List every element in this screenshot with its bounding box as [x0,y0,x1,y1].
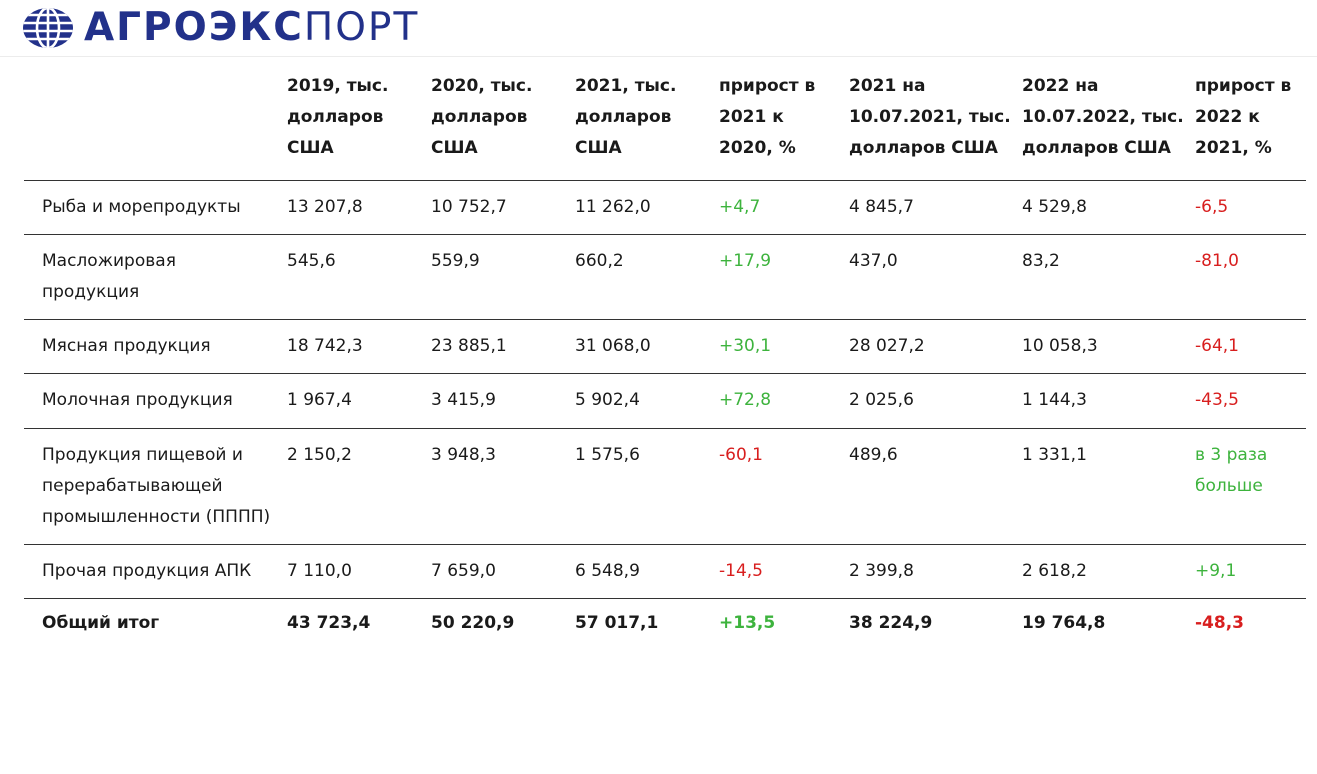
table-row: Прочая продукция АПК 7 110,0 7 659,0 6 548,… [24,545,1306,599]
table-cell: 23 885,1 [431,336,507,357]
table-cell: 559,9 [431,250,480,271]
growth-2022-cell: -48,3 [1195,613,1244,634]
table-row: Масложировая продукция 545,6 559,9 660,2 +17… [24,234,1306,320]
growth-2021-cell: +4,7 [719,196,761,217]
table-cell: 489,6 [849,444,898,465]
table-cell: 10 058,3 [1022,336,1098,357]
table-row: Рыба и морепродукты 13 207,8 10 752,7 11 26… [24,180,1306,235]
header-cell: 2019, тыс. долларов США [287,76,389,159]
table-cell: 83,2 [1022,250,1060,271]
table-cell: 13 207,8 [287,196,363,217]
brand-wordmark-bold: АГРОЭКС [84,5,304,50]
growth-2022-cell: +9,1 [1195,561,1237,582]
table-cell: 10 752,7 [431,196,507,217]
table-cell: 545,6 [287,250,336,271]
table-header-row: 2019, тыс. долларов США 2020, тыс. доллар… [24,56,1306,181]
table-total-row: Общий итог 43 723,4 50 220,9 57 017,1 +13,5 3… [24,599,1306,651]
table-row: Молочная продукция 1 967,4 3 415,9 5 902,4 +… [24,374,1306,429]
table-cell: 18 742,3 [287,336,363,357]
table-cell: 31 068,0 [575,336,651,357]
category-cell: Прочая продукция АПК [42,561,252,582]
table-cell: 19 764,8 [1022,613,1106,634]
table-cell: 1 331,1 [1022,444,1087,465]
table-cell: 1 967,4 [287,390,352,411]
category-cell: Мясная продукция [42,336,211,357]
table-cell: 7 659,0 [431,561,496,582]
table-body: Рыба и морепродукты 13 207,8 10 752,7 11 26… [24,180,1306,651]
table-cell: 50 220,9 [431,613,515,634]
table-cell: 4 845,7 [849,196,914,217]
category-cell: Продукция пищевой и перерабатывающей про… [42,444,271,528]
table-cell: 7 110,0 [287,561,352,582]
category-cell: Общий итог [42,613,160,634]
header-cell: 2020, тыс. долларов США [431,76,533,159]
table-cell: 3 415,9 [431,390,496,411]
table-cell: 2 618,2 [1022,561,1087,582]
table-cell: 2 150,2 [287,444,352,465]
growth-2022-cell: в 3 раза больше [1195,444,1268,496]
category-cell: Масложировая продукция [42,250,176,303]
table-cell: 38 224,9 [849,613,933,634]
growth-2021-cell: +72,8 [719,390,772,411]
table-cell: 2 399,8 [849,561,914,582]
table-cell: 3 948,3 [431,444,496,465]
category-cell: Молочная продукция [42,390,233,411]
table-cell: 43 723,4 [287,613,371,634]
growth-2021-cell: +17,9 [719,250,772,271]
table-cell: 6 548,9 [575,561,640,582]
growth-2022-cell: -81,0 [1195,250,1239,271]
growth-2022-cell: -64,1 [1195,336,1239,357]
brand-logo[interactable]: АГРОЭКСПОРТ [22,6,419,50]
header-cell-category [24,56,287,180]
brand-wordmark-light: ПОРТ [303,5,420,50]
header-cell: 2021 на 10.07.2021, тыс. долларов США [849,76,1011,159]
table-row: Мясная продукция 18 742,3 23 885,1 31 068,0… [24,320,1306,374]
table-cell: 11 262,0 [575,196,651,217]
table-cell: 57 017,1 [575,613,659,634]
growth-2022-cell: -6,5 [1195,196,1229,217]
table-cell: 1 144,3 [1022,390,1087,411]
table-cell: 1 575,6 [575,444,640,465]
table-cell: 5 902,4 [575,390,640,411]
export-table: 2019, тыс. долларов США 2020, тыс. доллар… [24,56,1306,651]
brand-wordmark: АГРОЭКСПОРТ [84,6,419,50]
header-cell: прирост в 2021 к 2020, % [719,76,816,159]
header-cell: 2022 на 10.07.2022, тыс. долларов США [1022,76,1184,159]
table-cell: 2 025,6 [849,390,914,411]
globe-icon [23,8,73,48]
growth-2021-cell: -60,1 [719,444,763,465]
site-header: АГРОЭКСПОРТ [0,0,1317,57]
table-cell: 28 027,2 [849,336,925,357]
table-cell: 660,2 [575,250,624,271]
growth-2021-cell: -14,5 [719,561,763,582]
growth-2022-cell: -43,5 [1195,390,1239,411]
header-cell: 2021, тыс. долларов США [575,76,677,159]
table-cell: 437,0 [849,250,898,271]
table-cell: 4 529,8 [1022,196,1087,217]
growth-2021-cell: +30,1 [719,336,772,357]
category-cell: Рыба и морепродукты [42,196,241,217]
table-row: Продукция пищевой и перерабатывающей про… [24,428,1306,545]
growth-2021-cell: +13,5 [719,613,776,634]
header-cell: прирост в 2022 к 2021, % [1195,76,1292,159]
